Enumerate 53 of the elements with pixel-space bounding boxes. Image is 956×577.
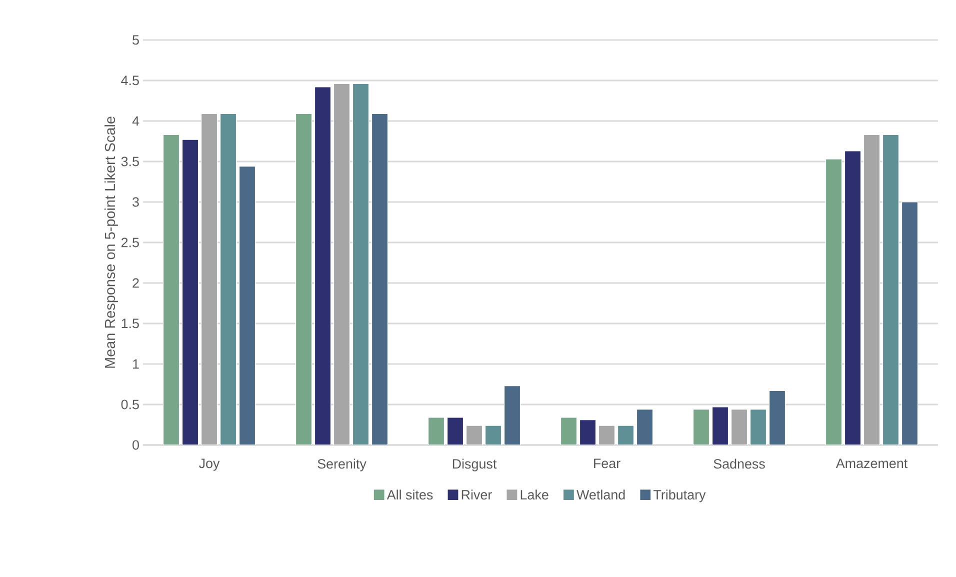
- legend-label: Wetland: [576, 490, 625, 500]
- y-tick-label: 0: [132, 440, 139, 450]
- bar: [825, 158, 842, 445]
- legend-label: River: [462, 490, 492, 500]
- bar: [636, 409, 654, 445]
- y-tick-label: 3: [132, 197, 139, 207]
- bar: [579, 420, 596, 445]
- x-tick-label: Amazement: [836, 458, 908, 468]
- bar: [352, 83, 370, 445]
- bar: [466, 425, 483, 445]
- y-tick-label: 5: [132, 35, 139, 45]
- y-tick-label: 0.5: [121, 400, 139, 410]
- bar: [314, 86, 332, 445]
- y-tick-label: 2: [132, 278, 139, 288]
- bar: [730, 409, 748, 445]
- bar: [200, 113, 218, 445]
- bar: [598, 425, 616, 445]
- bar: [295, 113, 312, 445]
- x-tick-label: Joy: [199, 458, 220, 471]
- legend-label: All sites: [386, 490, 433, 500]
- bar: [863, 134, 880, 445]
- bar: [182, 139, 199, 445]
- bar: [882, 134, 900, 445]
- bar: [238, 166, 256, 445]
- bar: [692, 409, 710, 445]
- y-tick-label: 4: [132, 116, 140, 126]
- y-tick-label: 2.5: [121, 238, 139, 248]
- bar: [163, 134, 180, 445]
- bar: [768, 390, 786, 445]
- legend-label: Lake: [520, 490, 548, 500]
- bar: [371, 113, 388, 445]
- bar: [750, 409, 767, 445]
- bar: [446, 417, 464, 445]
- bar: [901, 202, 918, 445]
- bar: [560, 417, 578, 445]
- legend-label: Tributary: [653, 490, 706, 502]
- x-tick-label: Disgust: [452, 458, 497, 472]
- x-tick-label: Sadness: [714, 458, 765, 469]
- x-tick-label: Serenity: [318, 458, 366, 472]
- y-tick-label: 1.5: [122, 318, 139, 328]
- bar: [333, 83, 350, 445]
- bar: [844, 150, 862, 445]
- bar: [617, 425, 634, 445]
- bar: [484, 425, 502, 445]
- y-tick-label: 1: [133, 359, 139, 369]
- x-tick-label: Fear: [594, 458, 620, 468]
- y-tick-label: 4.5: [121, 76, 139, 86]
- y-tick-label: 3.5: [121, 156, 139, 166]
- bar: [712, 406, 729, 445]
- bar: [428, 417, 445, 445]
- bar: [220, 113, 237, 445]
- bar: [504, 386, 521, 445]
- y-axis-title: Mean Response on 5-point Likert Scale: [104, 116, 118, 368]
